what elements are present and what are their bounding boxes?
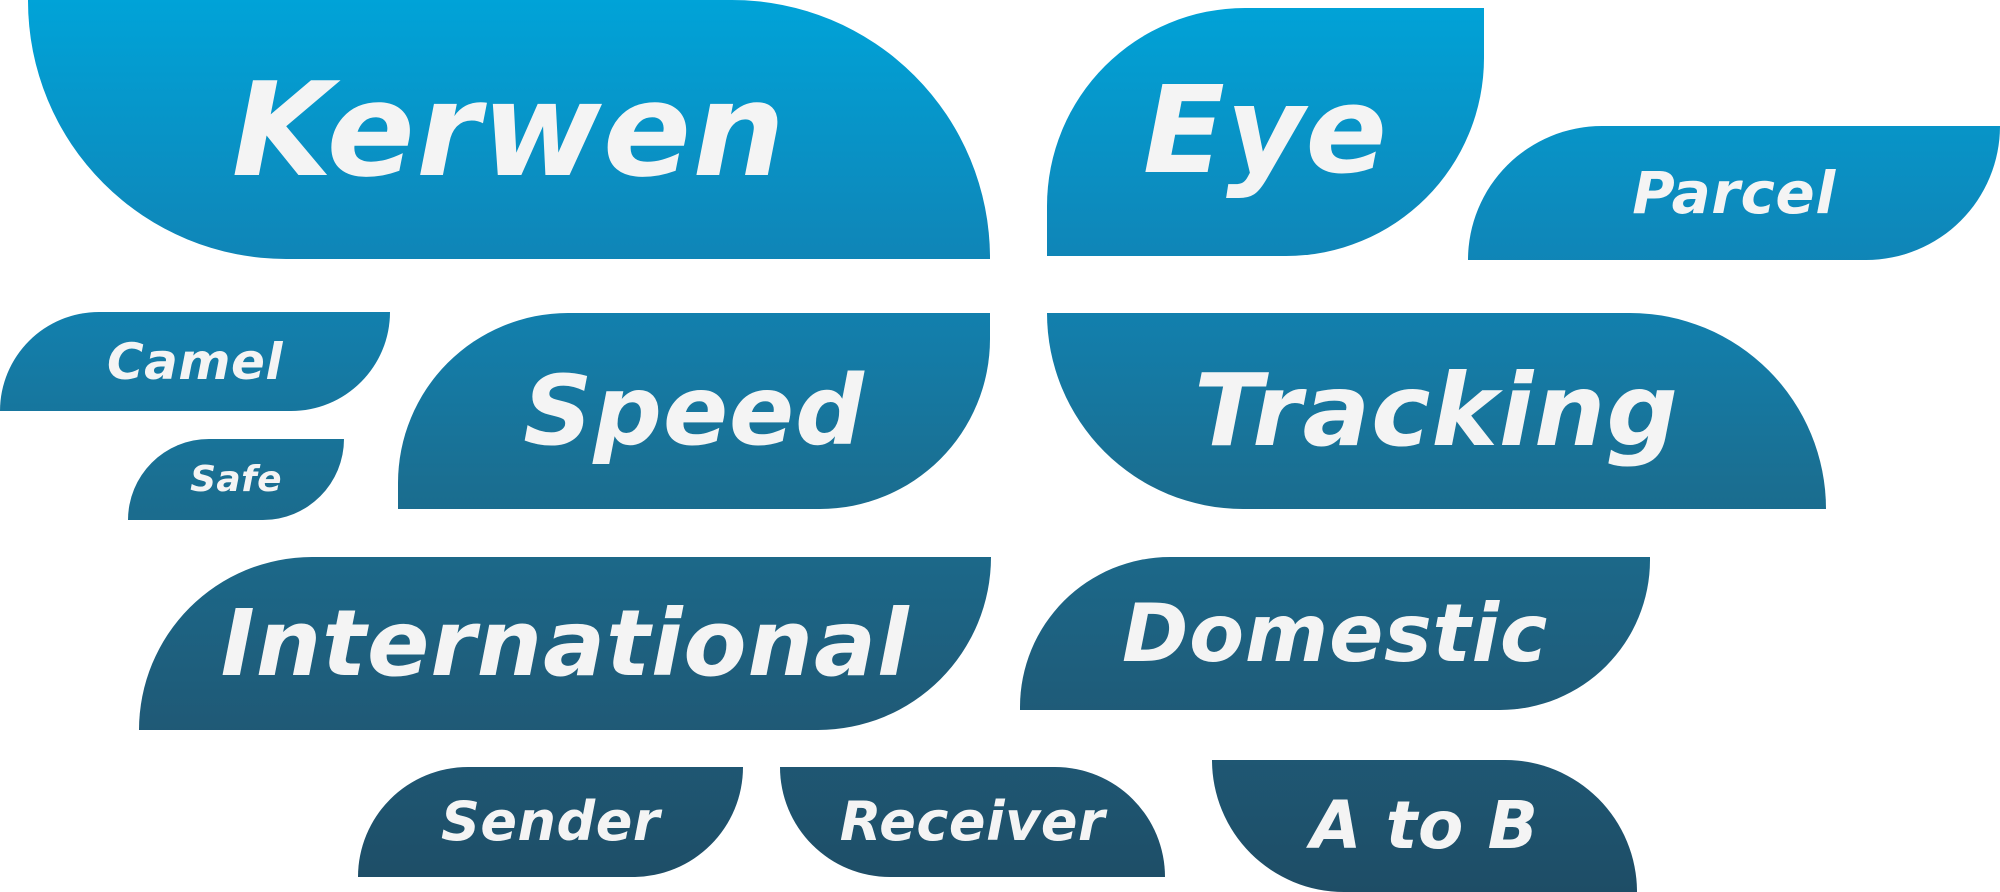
tile-speed: Speed bbox=[398, 313, 990, 509]
tile-tracking: Tracking bbox=[1047, 313, 1826, 509]
tile-sender-label: Sender bbox=[440, 790, 661, 853]
tile-a-to-b: A to B bbox=[1212, 760, 1637, 892]
tile-receiver: Receiver bbox=[780, 767, 1165, 877]
tile-parcel-label: Parcel bbox=[1632, 159, 1836, 227]
tile-parcel: Parcel bbox=[1468, 126, 2000, 260]
tile-a-to-b-label: A to B bbox=[1310, 787, 1539, 864]
tile-kerwen-label: Kerwen bbox=[231, 53, 787, 206]
tile-receiver-label: Receiver bbox=[839, 790, 1106, 853]
tile-sender: Sender bbox=[358, 767, 743, 877]
tile-domestic: Domestic bbox=[1020, 557, 1650, 710]
tile-international: International bbox=[139, 557, 991, 730]
tile-tracking-label: Tracking bbox=[1194, 352, 1679, 469]
tile-domestic-label: Domestic bbox=[1121, 586, 1549, 680]
tile-speed-label: Speed bbox=[523, 355, 865, 467]
tile-camel: Camel bbox=[0, 312, 390, 411]
tile-safe-label: Safe bbox=[190, 458, 282, 500]
tile-camel-label: Camel bbox=[106, 332, 284, 391]
tile-eye: Eye bbox=[1047, 8, 1484, 256]
tile-safe: Safe bbox=[128, 439, 344, 520]
tile-international-label: International bbox=[220, 589, 910, 697]
tile-kerwen: Kerwen bbox=[28, 0, 990, 259]
tile-eye-label: Eye bbox=[1142, 62, 1389, 201]
